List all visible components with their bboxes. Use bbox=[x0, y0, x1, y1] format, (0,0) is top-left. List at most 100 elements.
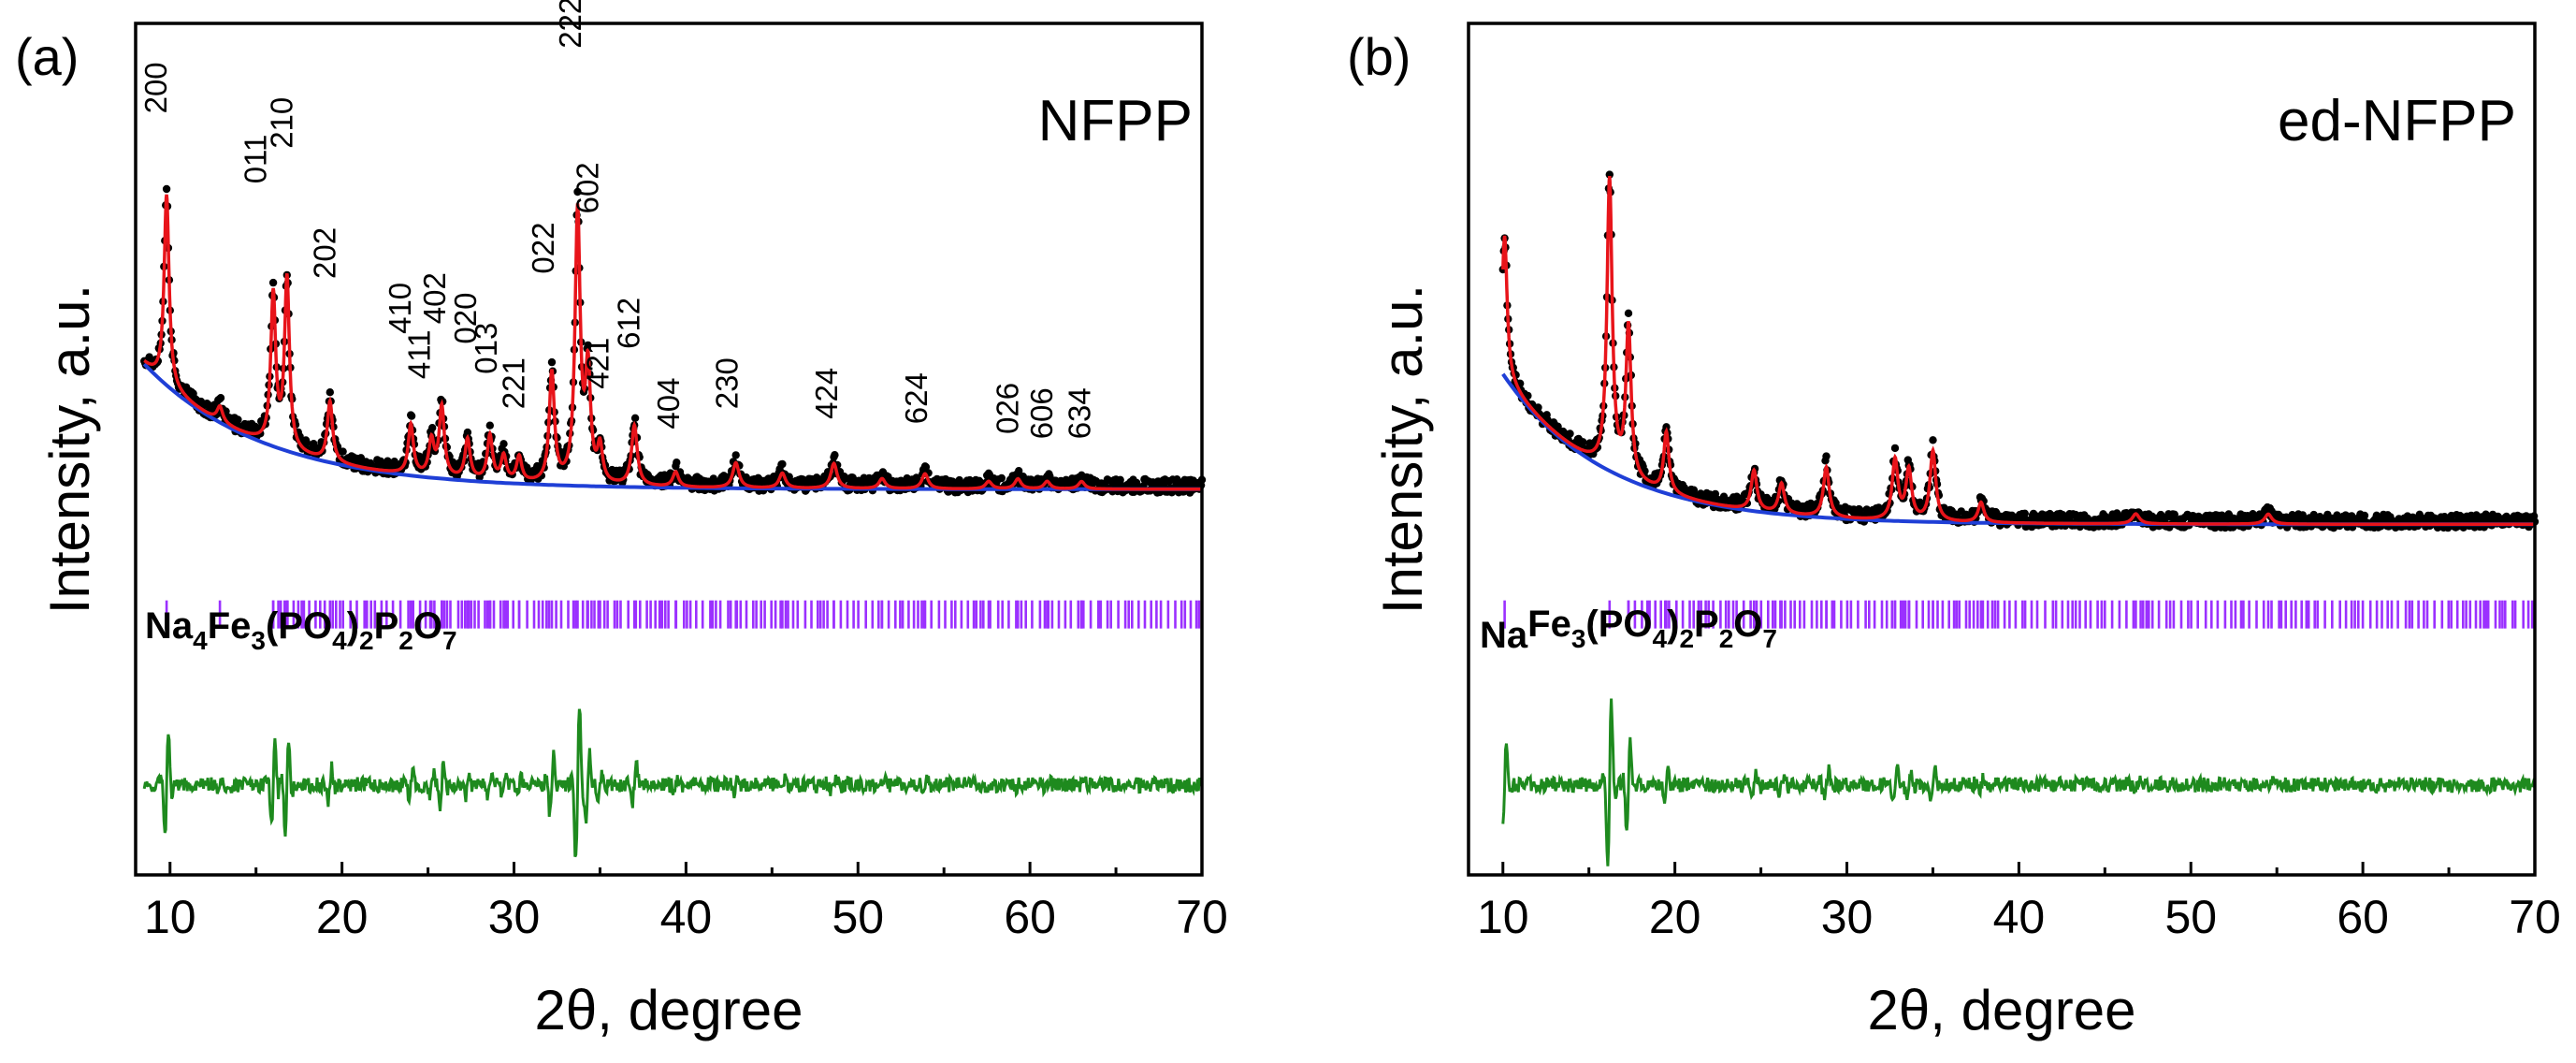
observed-point bbox=[1015, 467, 1023, 475]
panel-a-plot-frame bbox=[134, 22, 1204, 877]
hkl-label: 011 bbox=[239, 135, 273, 184]
observed-points bbox=[140, 184, 1207, 497]
panel-a-label: (a) bbox=[15, 27, 79, 86]
observed-point bbox=[1624, 309, 1633, 317]
observed-point bbox=[2360, 511, 2369, 520]
hkl-label: 221 bbox=[497, 357, 531, 409]
x-tick-label: 70 bbox=[2509, 891, 2561, 943]
panel-b-traces bbox=[1498, 170, 2540, 866]
hkl-label: 606 bbox=[1024, 387, 1059, 439]
observed-point bbox=[1579, 438, 1587, 446]
observed-point bbox=[268, 278, 278, 287]
difference-line bbox=[142, 708, 1204, 858]
observed-point bbox=[523, 463, 531, 472]
hkl-label: 202 bbox=[307, 227, 341, 279]
observed-point bbox=[2156, 510, 2165, 519]
observed-point bbox=[339, 447, 347, 456]
observed-point bbox=[778, 459, 787, 469]
x-tick-label: 60 bbox=[1004, 891, 1056, 943]
difference-line bbox=[1501, 698, 2537, 866]
hkl-label: 634 bbox=[1063, 387, 1097, 439]
hkl-label: 411 bbox=[401, 329, 436, 379]
x-tick-label: 30 bbox=[488, 891, 541, 943]
observed-point bbox=[1929, 436, 1937, 444]
x-tick-label: 30 bbox=[1821, 891, 1874, 943]
hkl-label: 424 bbox=[809, 368, 844, 419]
hkl-label: 026 bbox=[990, 383, 1024, 434]
x-tick-label: 20 bbox=[316, 891, 369, 943]
hkl-label: 624 bbox=[899, 372, 933, 424]
observed-point bbox=[1856, 505, 1864, 515]
panel-a-sample-label: NFPP bbox=[1038, 89, 1193, 153]
panel-b-plot-frame bbox=[1467, 22, 2537, 877]
x-tick-label: 20 bbox=[1649, 891, 1701, 943]
observed-point bbox=[234, 415, 242, 424]
hkl-label: 410 bbox=[383, 283, 417, 334]
panel-b: (b) 10 20 30 40 50 60 70 ed-NFPP NaFe3(PO4)2P2… bbox=[1347, 22, 2561, 1041]
panel-b-label: (b) bbox=[1347, 27, 1411, 86]
observed-point bbox=[1605, 170, 1614, 179]
observed-point bbox=[1822, 452, 1831, 460]
hkl-label: 421 bbox=[581, 338, 615, 389]
hkl-label: 230 bbox=[710, 357, 745, 409]
panel-a-phase-label: Na4Fe3(PO4)2P2O7 bbox=[145, 605, 457, 655]
panel-a-x-ticks: 10 20 30 40 50 60 70 bbox=[144, 862, 1228, 943]
hkl-label: 602 bbox=[571, 162, 605, 213]
observed-point bbox=[302, 439, 311, 447]
hkl-label: 402 bbox=[417, 272, 452, 324]
observed-point bbox=[547, 357, 557, 367]
observed-point bbox=[831, 451, 839, 459]
observed-point bbox=[630, 414, 640, 422]
bragg-positions bbox=[165, 600, 1201, 629]
x-tick-label: 50 bbox=[2164, 891, 2217, 943]
observed-point bbox=[485, 421, 494, 430]
panel-a: (a) 10 20 30 40 50 60 70 NFPP Na4Fe3(PO4)2P2O7… bbox=[15, 0, 1228, 1041]
observed-point bbox=[997, 473, 1006, 483]
observed-point bbox=[1890, 444, 1900, 453]
x-tick-label: 40 bbox=[660, 891, 713, 943]
hkl-label: 022 bbox=[526, 223, 560, 274]
observed-point bbox=[428, 424, 437, 432]
hkl-label: 612 bbox=[612, 298, 646, 349]
hkl-label: 013 bbox=[469, 323, 503, 374]
observed-point bbox=[2170, 510, 2178, 518]
calculated-line bbox=[143, 194, 1202, 491]
panel-a-y-axis-title: Intensity, a.u. bbox=[38, 284, 101, 614]
observed-point bbox=[162, 184, 171, 194]
observed-point bbox=[731, 451, 740, 459]
panel-b-x-axis-title: 2θ, degree bbox=[1868, 979, 2136, 1041]
x-tick-label: 10 bbox=[144, 891, 196, 943]
panel-a-traces bbox=[140, 184, 1207, 858]
hkl-label: 404 bbox=[651, 378, 686, 430]
observed-point bbox=[1524, 391, 1532, 400]
observed-point bbox=[407, 412, 416, 420]
observed-point bbox=[1566, 430, 1574, 438]
x-tick-label: 70 bbox=[1176, 891, 1228, 943]
observed-point bbox=[1116, 475, 1124, 484]
panel-b-sample-label: ed-NFPP bbox=[2278, 89, 2516, 153]
x-tick-label: 60 bbox=[2337, 891, 2389, 943]
observed-point bbox=[1534, 403, 1542, 412]
hkl-label: 020 bbox=[448, 293, 483, 344]
observed-point bbox=[673, 459, 681, 467]
observed-point bbox=[573, 187, 582, 197]
hkl-label: 222 bbox=[553, 0, 587, 49]
background-line bbox=[1501, 372, 2535, 527]
observed-point bbox=[499, 440, 508, 448]
observed-point bbox=[1662, 423, 1671, 431]
panel-a-x-axis-title: 2θ, degree bbox=[535, 979, 803, 1041]
observed-point bbox=[2020, 509, 2029, 517]
hkl-label: 210 bbox=[264, 97, 298, 149]
observed-point bbox=[216, 394, 225, 402]
background-line bbox=[142, 362, 1202, 491]
x-tick-label: 50 bbox=[832, 891, 884, 943]
calculated-line bbox=[1501, 175, 2535, 527]
observed-points bbox=[1498, 170, 2540, 532]
panel-b-y-axis-title: Intensity, a.u. bbox=[1371, 284, 1434, 614]
observed-point bbox=[921, 462, 931, 472]
observed-point bbox=[326, 388, 334, 397]
observed-point bbox=[463, 428, 472, 437]
hkl-label: 200 bbox=[138, 62, 173, 113]
